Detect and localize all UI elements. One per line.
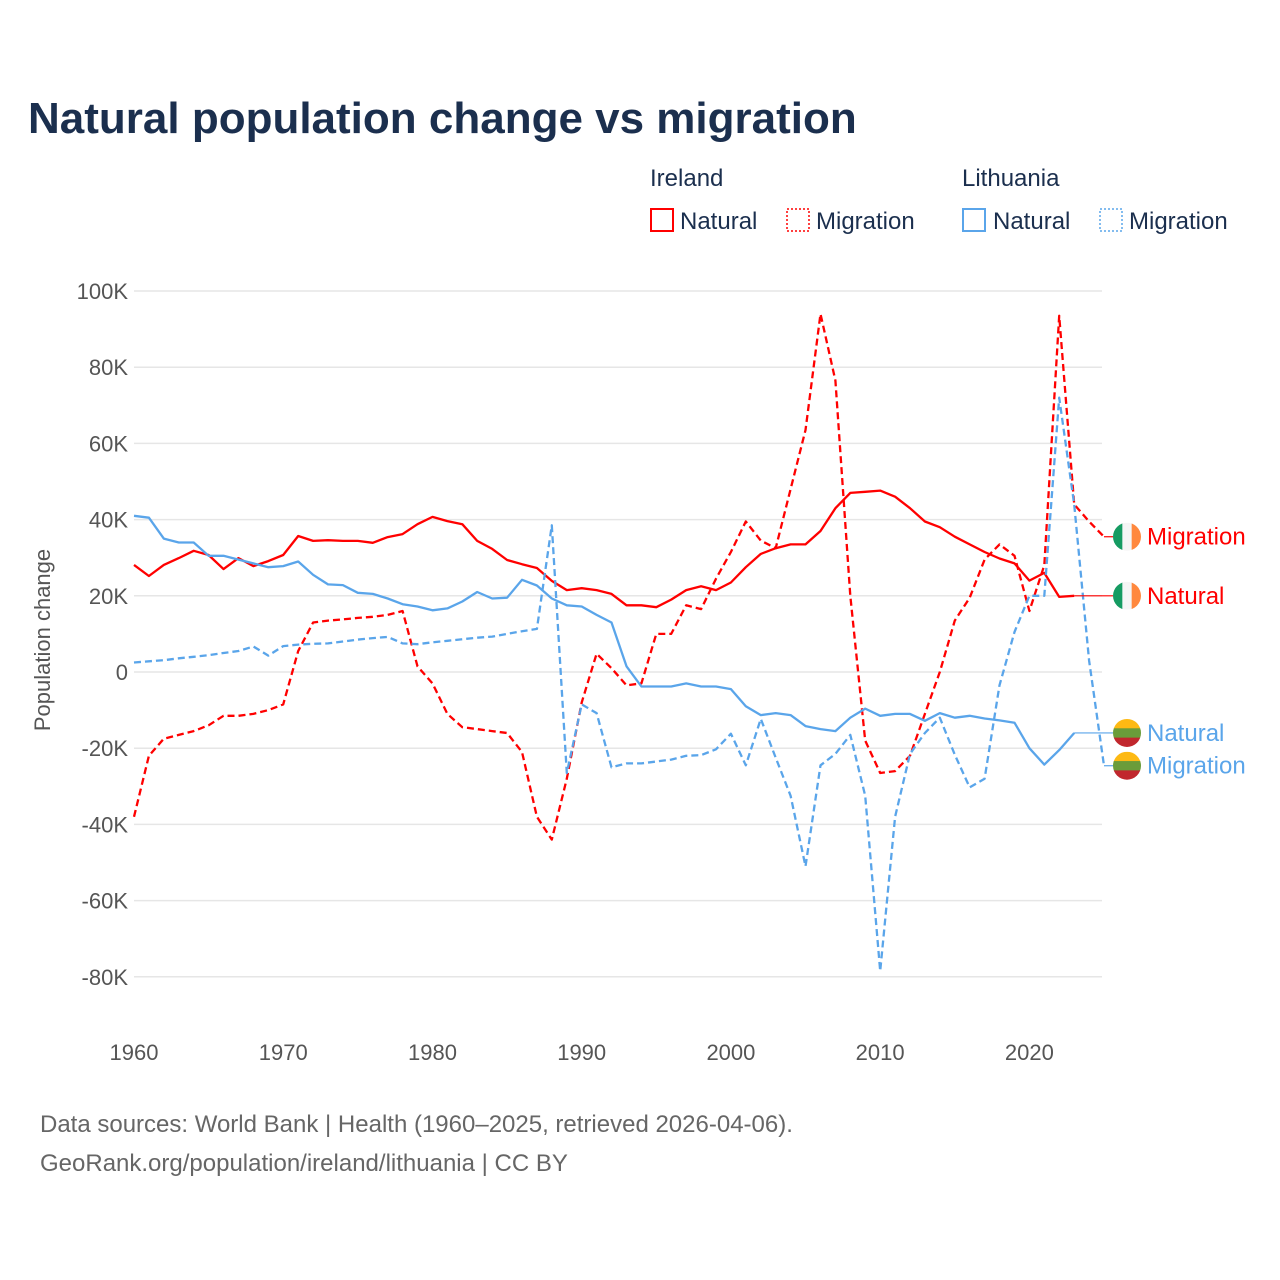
end-label-ireland-natural: Natural: [1074, 581, 1224, 610]
footer-sources: Data sources: World Bank | Health (1960–…: [40, 1111, 793, 1138]
lithuania-natural-line[interactable]: [133, 514, 1076, 766]
y-tick-label: -80K: [82, 965, 129, 990]
legend-item-lithuania-natural[interactable]: Natural: [993, 208, 1070, 235]
end-label-text: Migration: [1147, 524, 1246, 551]
legend-swatch-ireland-migration: [786, 208, 810, 232]
y-tick-label: 100K: [77, 279, 129, 304]
legend-group-lithuania: Lithuania: [962, 165, 1060, 192]
y-tick-label: -20K: [82, 736, 129, 761]
ireland-natural-line[interactable]: [133, 489, 1075, 609]
y-axis-ticks: 100K 80K 60K 40K 20K 0 -20K -40K -60K -80K: [77, 279, 129, 990]
legend-item-lithuania-migration[interactable]: Migration: [1129, 208, 1228, 235]
legend-swatch-lithuania-natural: [962, 208, 986, 232]
y-tick-label: 60K: [89, 431, 128, 456]
x-tick-label: 1990: [557, 1040, 606, 1065]
x-tick-label: 2020: [1005, 1040, 1054, 1065]
legend-swatch-lithuania-migration: [1099, 208, 1123, 232]
end-labels: Migration Natural Natural Migration: [1074, 522, 1246, 780]
y-tick-label: 80K: [89, 355, 128, 380]
x-tick-label: 1960: [110, 1040, 159, 1065]
legend-item-ireland-migration[interactable]: Migration: [816, 208, 915, 235]
end-label-text: Natural: [1147, 720, 1224, 747]
ireland-flag-icon: [1113, 581, 1141, 610]
y-tick-label: 40K: [89, 508, 128, 533]
x-tick-label: 2010: [856, 1040, 905, 1065]
x-tick-label: 1980: [408, 1040, 457, 1065]
ireland-migration-line[interactable]: [132, 312, 1105, 841]
series-lines: [132, 312, 1106, 973]
x-tick-label: 2000: [706, 1040, 755, 1065]
end-label-ireland-migration: Migration: [1104, 522, 1246, 551]
end-label-text: Natural: [1147, 583, 1224, 610]
y-tick-label: -40K: [82, 812, 129, 837]
end-label-lithuania-migration: Migration: [1104, 751, 1246, 780]
x-axis-ticks: 1960 1970 1980 1990 2000 2010 2020: [110, 1040, 1054, 1065]
legend: Ireland Natural Migration Lithuania Natu…: [650, 165, 1228, 235]
lithuania-migration-line[interactable]: [133, 396, 1106, 973]
y-tick-label: -60K: [82, 889, 129, 914]
chart-title: Natural population change vs migration: [28, 94, 857, 143]
legend-group-ireland: Ireland: [650, 165, 723, 192]
y-tick-label: 0: [116, 660, 128, 685]
lithuania-flag-icon: [1113, 718, 1141, 747]
end-label-lithuania-natural: Natural: [1074, 718, 1224, 747]
lithuania-flag-icon: [1113, 751, 1141, 780]
y-axis-title: Population change: [30, 549, 55, 731]
ireland-flag-icon: [1113, 522, 1141, 551]
gridlines: [134, 290, 1102, 978]
x-tick-label: 1970: [259, 1040, 308, 1065]
legend-swatch-ireland-natural: [650, 208, 674, 232]
footer-attribution[interactable]: GeoRank.org/population/ireland/lithuania…: [40, 1150, 568, 1177]
end-label-text: Migration: [1147, 753, 1246, 780]
y-tick-label: 20K: [89, 584, 128, 609]
legend-item-ireland-natural[interactable]: Natural: [680, 208, 757, 235]
